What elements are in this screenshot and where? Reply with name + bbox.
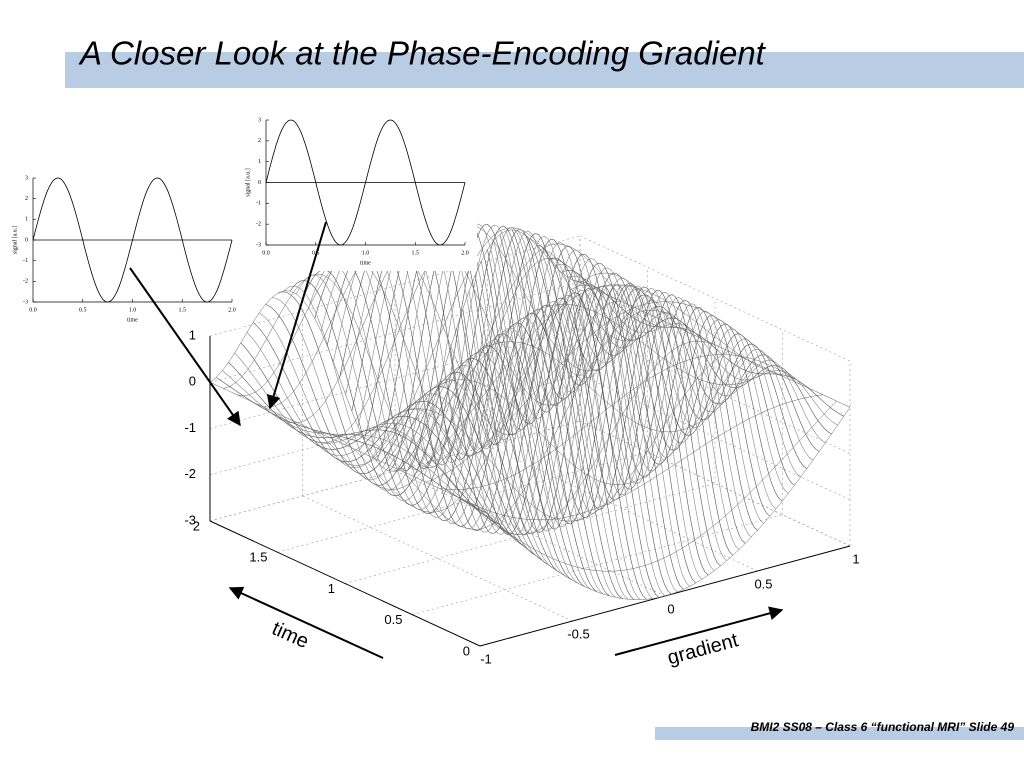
mesh-line — [358, 350, 729, 522]
x-tick-label: 2.0 — [228, 307, 236, 313]
y-tick-label: -2 — [256, 222, 261, 228]
y-tick-label: -3 — [23, 299, 28, 305]
time-arrow — [228, 586, 384, 659]
grid-line — [209, 328, 581, 429]
gradient-arrow — [614, 606, 784, 656]
mesh-line — [331, 309, 702, 530]
y-tick-label: 1 — [258, 159, 261, 165]
slide-title: A Closer Look at the Phase-Encoding Grad… — [78, 35, 767, 72]
insets: -3 -2 -1 0 1 2 3 0.0 0.5 1.0 1.5 2.0 time signal [a.u… — [5, 112, 477, 328]
x-tick-label: 0.0 — [262, 250, 270, 256]
mesh-line — [479, 407, 851, 600]
x-axis-label: time — [127, 317, 138, 323]
time-tick-label: 2 — [193, 518, 200, 533]
x-axis-label: time — [360, 260, 371, 266]
y-axis-label: signal [a.u.] — [12, 226, 18, 255]
sine-curve — [32, 177, 233, 303]
gradient-tick-label: 0.5 — [754, 576, 772, 591]
arrow — [129, 267, 241, 427]
mesh-line — [339, 243, 610, 597]
y-axis-label: signal [a.u.] — [245, 168, 251, 197]
x-tick-label: 1.5 — [412, 250, 420, 256]
mesh-line — [371, 357, 743, 486]
x-tick-label: 0.5 — [79, 307, 87, 313]
mesh-line — [466, 400, 837, 572]
axis-line — [209, 520, 481, 647]
z-tick-label: -2 — [184, 466, 196, 481]
mesh-line — [439, 354, 810, 490]
mesh-line — [412, 284, 783, 477]
y-tick-label: 0 — [25, 237, 28, 243]
gradient-tick-label: -1 — [480, 651, 492, 666]
sine-curve — [265, 119, 466, 246]
mesh-line — [344, 340, 716, 535]
time-tick-label: 0.5 — [384, 612, 402, 627]
inset-chart: -3 -2 -1 0 1 2 3 0.0 0.5 1.0 1.5 2.0 time signal [a.u… — [5, 170, 244, 328]
footer: BMI2 SS08 – Class 6 “functional MRI” Sli… — [751, 720, 1015, 734]
mesh-line — [452, 394, 824, 521]
time-tick-label: 0 — [463, 643, 470, 658]
x-tick-label: 1.5 — [179, 307, 187, 313]
z-tick-label: -3 — [184, 512, 196, 527]
x-tick-label: 1.0 — [129, 307, 137, 313]
grid-line — [277, 451, 648, 553]
footer-bar — [655, 727, 1024, 740]
mesh-line — [209, 229, 581, 472]
z-tick-label: 1 — [189, 327, 196, 342]
z-tick-label: 0 — [189, 374, 196, 389]
time-tick-label: 1 — [328, 581, 335, 596]
time-tick-label: 1.5 — [249, 550, 267, 565]
mesh-line — [236, 257, 608, 456]
arrow — [266, 221, 327, 410]
x-tick-label: 2.0 — [461, 250, 469, 256]
mesh-line — [425, 301, 797, 483]
gradient-label: gradient — [665, 629, 741, 669]
y-tick-label: 3 — [258, 117, 261, 123]
y-tick-label: 3 — [25, 175, 28, 181]
mesh-line — [333, 246, 604, 595]
mesh-line — [317, 272, 689, 513]
inset-bg — [5, 170, 244, 328]
surface-plot: 1 0 -1 -2 -3 0 0.5 1 1.5 2 -1 -0.5 0 0.5 1 — [184, 223, 860, 666]
mesh-line — [223, 257, 594, 468]
y-tick-label: 2 — [25, 196, 28, 202]
mesh-line — [216, 377, 487, 514]
x-tick-label: 1.0 — [362, 250, 370, 256]
y-tick-label: 1 — [25, 217, 28, 223]
mesh-line — [555, 263, 826, 444]
gradient-tick-label: 1 — [852, 551, 859, 566]
y-tick-label: -3 — [256, 242, 261, 248]
y-tick-label: -1 — [256, 201, 261, 207]
x-tick-label: 0.0 — [29, 307, 37, 313]
gradient-tick-label: -0.5 — [567, 626, 589, 641]
title-bar — [65, 52, 1024, 88]
y-tick-label: -1 — [23, 258, 28, 264]
mesh-line — [345, 239, 616, 598]
mesh-line — [250, 241, 621, 436]
z-tick-label: -1 — [184, 420, 196, 435]
grid-line — [209, 281, 581, 383]
y-tick-label: 0 — [258, 180, 261, 186]
grid-line — [209, 235, 581, 337]
y-tick-label: -2 — [23, 279, 28, 285]
y-tick-label: 2 — [258, 138, 261, 144]
inset-bg — [238, 112, 477, 271]
mesh-line — [304, 243, 675, 490]
grid-line — [412, 514, 783, 616]
gradient-tick-label: 0 — [667, 601, 674, 616]
